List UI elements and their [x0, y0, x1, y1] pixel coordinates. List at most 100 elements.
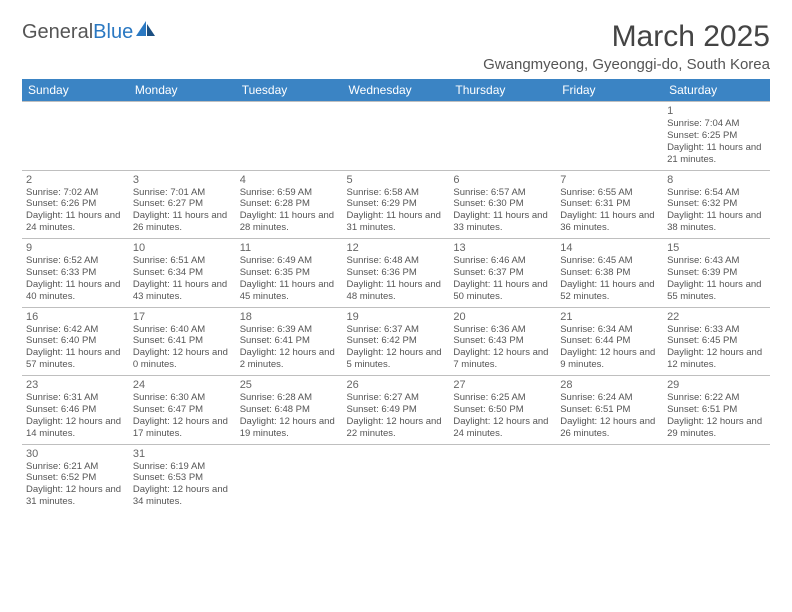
day-cell: 9Sunrise: 6:52 AMSunset: 6:33 PMDaylight… [22, 239, 129, 308]
daylight-line: Daylight: 12 hours and 24 minutes. [453, 416, 552, 440]
daylight-line: Daylight: 12 hours and 31 minutes. [26, 484, 125, 508]
sunrise-line: Sunrise: 6:59 AM [240, 187, 339, 199]
sunrise-line: Sunrise: 6:21 AM [26, 461, 125, 473]
day-cell: 23Sunrise: 6:31 AMSunset: 6:46 PMDayligh… [22, 376, 129, 445]
sunset-line: Sunset: 6:46 PM [26, 404, 125, 416]
daylight-line: Daylight: 11 hours and 52 minutes. [560, 279, 659, 303]
day-cell: 14Sunrise: 6:45 AMSunset: 6:38 PMDayligh… [556, 239, 663, 308]
daylight-line: Daylight: 11 hours and 57 minutes. [26, 347, 125, 371]
sunrise-line: Sunrise: 6:36 AM [453, 324, 552, 336]
daylight-line: Daylight: 11 hours and 43 minutes. [133, 279, 232, 303]
sunrise-line: Sunrise: 6:39 AM [240, 324, 339, 336]
empty-cell [663, 444, 770, 512]
sunset-line: Sunset: 6:53 PM [133, 472, 232, 484]
day-number: 8 [667, 174, 766, 186]
day-header: Wednesday [343, 79, 450, 102]
day-cell: 18Sunrise: 6:39 AMSunset: 6:41 PMDayligh… [236, 307, 343, 376]
sunrise-line: Sunrise: 7:02 AM [26, 187, 125, 199]
day-header: Monday [129, 79, 236, 102]
empty-cell [556, 444, 663, 512]
day-number: 9 [26, 242, 125, 254]
calendar-body: 1Sunrise: 7:04 AMSunset: 6:25 PM Daylight… [22, 102, 770, 513]
sunset-line: Sunset: 6:37 PM [453, 267, 552, 279]
day-cell: 1Sunrise: 7:04 AMSunset: 6:25 PMDaylight… [663, 102, 770, 171]
sunrise-line: Sunrise: 6:54 AM [667, 187, 766, 199]
day-number: 1 [667, 105, 766, 117]
day-cell: 30Sunrise: 6:21 AMSunset: 6:52 PMDayligh… [22, 444, 129, 512]
sunrise-line: Sunrise: 6:42 AM [26, 324, 125, 336]
sunrise-line: Sunrise: 6:45 AM [560, 255, 659, 267]
day-number: 28 [560, 379, 659, 391]
day-number: 13 [453, 242, 552, 254]
day-header: Tuesday [236, 79, 343, 102]
month-title: March 2025 [483, 20, 770, 54]
sunset-line: Sunset: 6:41 PM [240, 335, 339, 347]
day-number: 22 [667, 311, 766, 323]
sunrise-line: Sunrise: 6:19 AM [133, 461, 232, 473]
day-cell: 4Sunrise: 6:59 AMSunset: 6:28 PMDaylight… [236, 170, 343, 239]
empty-cell [449, 444, 556, 512]
sail-icon [135, 20, 157, 44]
sunrise-line: Sunrise: 6:58 AM [347, 187, 446, 199]
daylight-line: Daylight: 11 hours and 50 minutes. [453, 279, 552, 303]
daylight-line: Daylight: 11 hours and 48 minutes. [347, 279, 446, 303]
day-header: Friday [556, 79, 663, 102]
sunset-line: Sunset: 6:26 PM [26, 198, 125, 210]
day-number: 10 [133, 242, 232, 254]
empty-cell [556, 102, 663, 171]
sunset-line: Sunset: 6:49 PM [347, 404, 446, 416]
day-cell: 3Sunrise: 7:01 AMSunset: 6:27 PMDaylight… [129, 170, 236, 239]
sunrise-line: Sunrise: 6:43 AM [667, 255, 766, 267]
day-number: 21 [560, 311, 659, 323]
day-cell: 12Sunrise: 6:48 AMSunset: 6:36 PMDayligh… [343, 239, 450, 308]
day-cell: 22Sunrise: 6:33 AMSunset: 6:45 PMDayligh… [663, 307, 770, 376]
day-number: 18 [240, 311, 339, 323]
empty-cell [449, 102, 556, 171]
sunrise-line: Sunrise: 6:55 AM [560, 187, 659, 199]
calendar-row: 16Sunrise: 6:42 AMSunset: 6:40 PMDayligh… [22, 307, 770, 376]
daylight-line: Daylight: 12 hours and 14 minutes. [26, 416, 125, 440]
daylight-line: Daylight: 12 hours and 34 minutes. [133, 484, 232, 508]
daylight-line: Daylight: 12 hours and 12 minutes. [667, 347, 766, 371]
day-cell: 19Sunrise: 6:37 AMSunset: 6:42 PMDayligh… [343, 307, 450, 376]
day-number: 12 [347, 242, 446, 254]
sunrise-line: Sunrise: 6:28 AM [240, 392, 339, 404]
sunrise-line: Sunrise: 6:57 AM [453, 187, 552, 199]
daylight-line: Daylight: 11 hours and 26 minutes. [133, 210, 232, 234]
calendar-row: 1Sunrise: 7:04 AMSunset: 6:25 PMDaylight… [22, 102, 770, 171]
daylight-line: Daylight: 12 hours and 0 minutes. [133, 347, 232, 371]
daylight-line: Daylight: 12 hours and 9 minutes. [560, 347, 659, 371]
daylight-line: Daylight: 11 hours and 28 minutes. [240, 210, 339, 234]
day-number: 19 [347, 311, 446, 323]
sunset-line: Sunset: 6:34 PM [133, 267, 232, 279]
day-cell: 11Sunrise: 6:49 AMSunset: 6:35 PMDayligh… [236, 239, 343, 308]
sunset-line: Sunset: 6:43 PM [453, 335, 552, 347]
day-number: 26 [347, 379, 446, 391]
daylight-line: Daylight: 12 hours and 7 minutes. [453, 347, 552, 371]
day-header: Saturday [663, 79, 770, 102]
logo-text-1: General [22, 21, 93, 44]
day-number: 27 [453, 379, 552, 391]
day-cell: 7Sunrise: 6:55 AMSunset: 6:31 PMDaylight… [556, 170, 663, 239]
sunset-line: Sunset: 6:25 PM [667, 130, 766, 142]
day-cell: 17Sunrise: 6:40 AMSunset: 6:41 PMDayligh… [129, 307, 236, 376]
day-number: 3 [133, 174, 232, 186]
sunrise-line: Sunrise: 6:33 AM [667, 324, 766, 336]
day-number: 16 [26, 311, 125, 323]
day-cell: 10Sunrise: 6:51 AMSunset: 6:34 PMDayligh… [129, 239, 236, 308]
logo-text-2: Blue [93, 21, 133, 44]
day-cell: 6Sunrise: 6:57 AMSunset: 6:30 PMDaylight… [449, 170, 556, 239]
daylight-line: Daylight: 12 hours and 19 minutes. [240, 416, 339, 440]
sunset-line: Sunset: 6:38 PM [560, 267, 659, 279]
day-number: 2 [26, 174, 125, 186]
day-number: 24 [133, 379, 232, 391]
day-cell: 2Sunrise: 7:02 AMSunset: 6:26 PMDaylight… [22, 170, 129, 239]
sunrise-line: Sunrise: 6:40 AM [133, 324, 232, 336]
calendar-table: SundayMondayTuesdayWednesdayThursdayFrid… [22, 79, 770, 512]
sunrise-line: Sunrise: 7:04 AM [667, 118, 766, 130]
sunrise-line: Sunrise: 6:52 AM [26, 255, 125, 267]
day-header: Sunday [22, 79, 129, 102]
daylight-line: Daylight: 12 hours and 26 minutes. [560, 416, 659, 440]
sunset-line: Sunset: 6:48 PM [240, 404, 339, 416]
header: GeneralBlue March 2025 Gwangmyeong, Gyeo… [22, 20, 770, 73]
